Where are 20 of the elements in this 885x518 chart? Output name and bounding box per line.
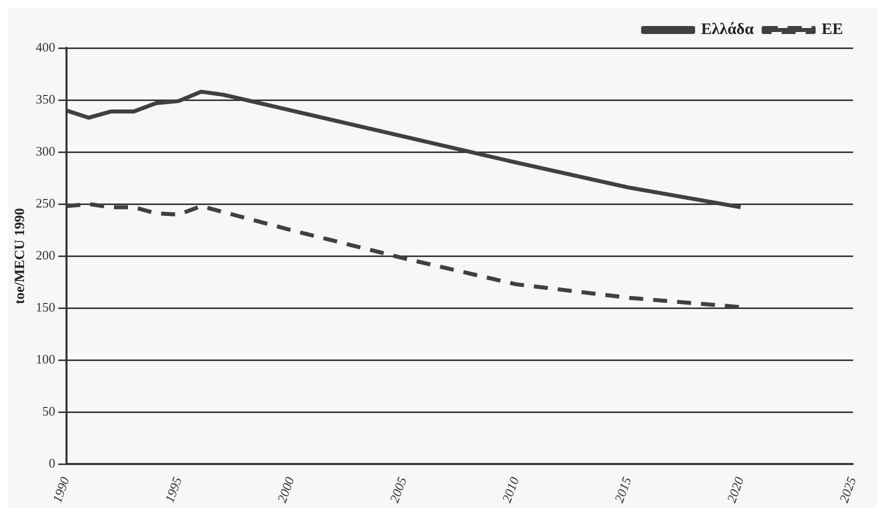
- y-tick-label: 300: [36, 143, 56, 158]
- x-tick-label: 2020: [724, 474, 747, 504]
- y-tick-label: 150: [36, 300, 56, 315]
- y-tick-label: 400: [36, 39, 56, 54]
- x-tick-label: 2010: [498, 474, 522, 504]
- y-tick-label: 100: [36, 352, 56, 367]
- x-tick-label: 2025: [836, 474, 860, 504]
- legend-label: ΕΕ: [822, 21, 843, 38]
- x-tick-label: 1995: [162, 474, 185, 504]
- y-tick-label: 0: [48, 456, 56, 471]
- y-tick-label: 200: [36, 248, 56, 263]
- y-tick-label: 350: [36, 91, 56, 106]
- y-axis-title: toe/MECU 1990: [13, 208, 28, 304]
- y-tick-label: 250: [36, 196, 56, 211]
- x-tick-label: 2005: [386, 474, 410, 504]
- legend-label: Ελλάδα: [701, 21, 754, 38]
- x-tick-label: 2000: [274, 474, 298, 504]
- y-tick-label: 50: [42, 404, 56, 419]
- x-tick-label: 2015: [611, 474, 634, 504]
- x-tick-label: 1990: [49, 474, 73, 504]
